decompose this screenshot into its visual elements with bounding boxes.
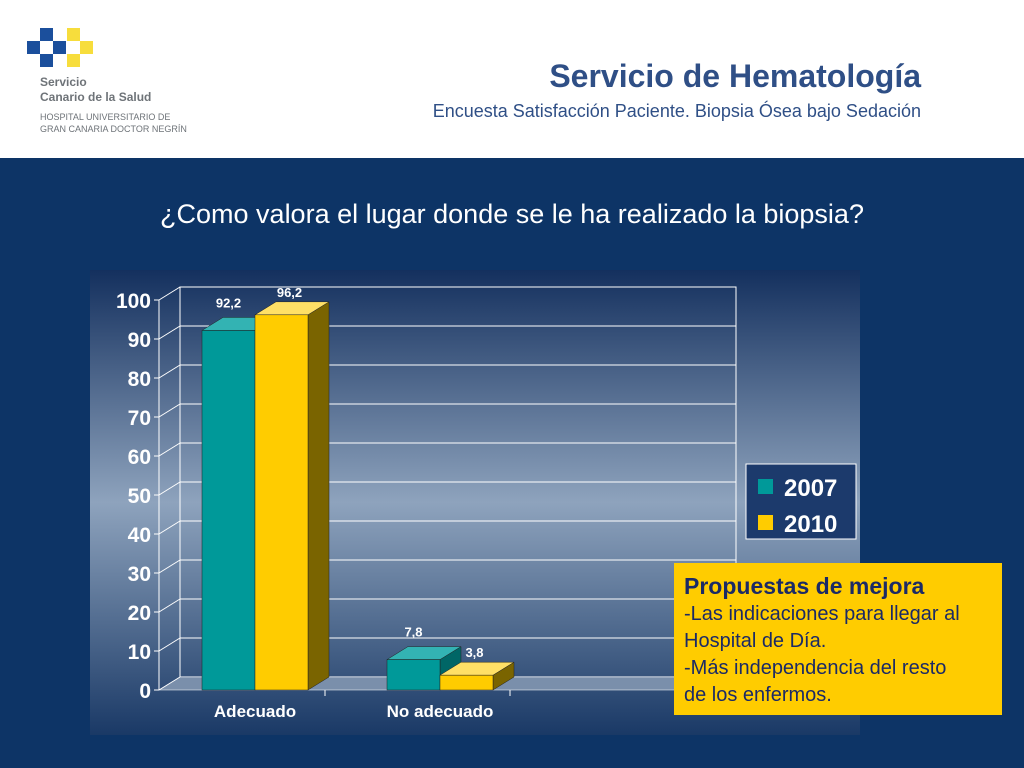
side-grid-line — [158, 403, 181, 418]
data-label: 96,2 — [277, 285, 302, 300]
chart-bars — [201, 301, 515, 691]
y-tick-label: 50 — [128, 485, 151, 508]
bar-side — [307, 301, 330, 691]
bar-2007-0 — [201, 330, 256, 691]
x-tick-label: Adecuado — [214, 702, 296, 721]
x-tick-label: No adecuado — [387, 702, 494, 721]
side-grid-line — [158, 481, 181, 496]
chart-axes: 0 10 20 30 40 50 60 70 80 90 100 — [116, 287, 511, 703]
legend-label-2007: 2007 — [784, 475, 837, 502]
page-subtitle: Encuesta Satisfacción Paciente. Biopsia … — [432, 101, 921, 121]
side-grid-line — [158, 325, 181, 340]
logo-text-hospital: HOSPITAL UNIVERSITARIO DE — [40, 112, 171, 122]
note-line-4: de los enfermos. — [684, 684, 832, 706]
note-line-1: -Las indicaciones para llegar al — [684, 603, 960, 625]
side-grid-line — [158, 286, 181, 301]
y-tick-label: 100 — [116, 290, 151, 313]
side-grid-line — [158, 520, 181, 535]
note-line-3: -Más independencia del resto — [684, 657, 947, 679]
chart-legend: 2007 2010 — [745, 463, 857, 540]
side-grid-line — [158, 676, 181, 691]
bar-2007-1 — [386, 659, 441, 691]
data-label: 3,8 — [465, 645, 483, 660]
side-grid-line — [158, 637, 181, 652]
note-heading: Propuestas de mejora — [684, 573, 925, 599]
side-grid-line — [158, 559, 181, 574]
y-tick-label: 30 — [128, 563, 151, 586]
y-tick-label: 60 — [128, 446, 151, 469]
y-tick-label: 20 — [128, 602, 151, 625]
bar-2010-1 — [439, 674, 494, 691]
side-grid-line — [158, 442, 181, 457]
slide-header: Servicio Canario de la Salud HOSPITAL UN… — [0, 0, 1024, 158]
side-grid-line — [158, 598, 181, 613]
bar-2010-0 — [254, 314, 309, 691]
logo-text-negrin: GRAN CANARIA DOCTOR NEGRÍN — [40, 124, 187, 134]
chart-labels: 92,2 96,2 Adecuado 7,8 3,8 No adecuado — [214, 285, 493, 721]
logo-text-servicio: Servicio — [40, 75, 87, 89]
y-tick-label: 80 — [128, 368, 151, 391]
y-tick-label: 40 — [128, 524, 151, 547]
y-tick-label: 0 — [139, 680, 151, 703]
note-line-2: Hospital de Día. — [684, 630, 827, 652]
y-tick-label: 10 — [128, 641, 151, 664]
page-title: Servicio de Hematología — [549, 58, 921, 94]
improvement-note: Propuestas de mejora -Las indicaciones p… — [674, 563, 1002, 715]
legend-swatch-2010 — [758, 515, 773, 530]
logo-text-canario: Canario de la Salud — [40, 90, 152, 104]
data-label: 92,2 — [216, 295, 241, 310]
side-grid-line — [158, 364, 181, 379]
legend-swatch-2007 — [758, 479, 773, 494]
legend-label-2010: 2010 — [784, 511, 837, 538]
bar-chart: 0 10 20 30 40 50 60 70 80 90 100 92,2 96,2 Adecuado 7… — [90, 270, 860, 735]
y-tick-label: 90 — [128, 329, 151, 352]
survey-question: ¿Como valora el lugar donde se le ha rea… — [160, 199, 864, 229]
y-tick-label: 70 — [128, 407, 151, 430]
data-label: 7,8 — [404, 625, 422, 640]
hospital-logo — [27, 28, 93, 67]
